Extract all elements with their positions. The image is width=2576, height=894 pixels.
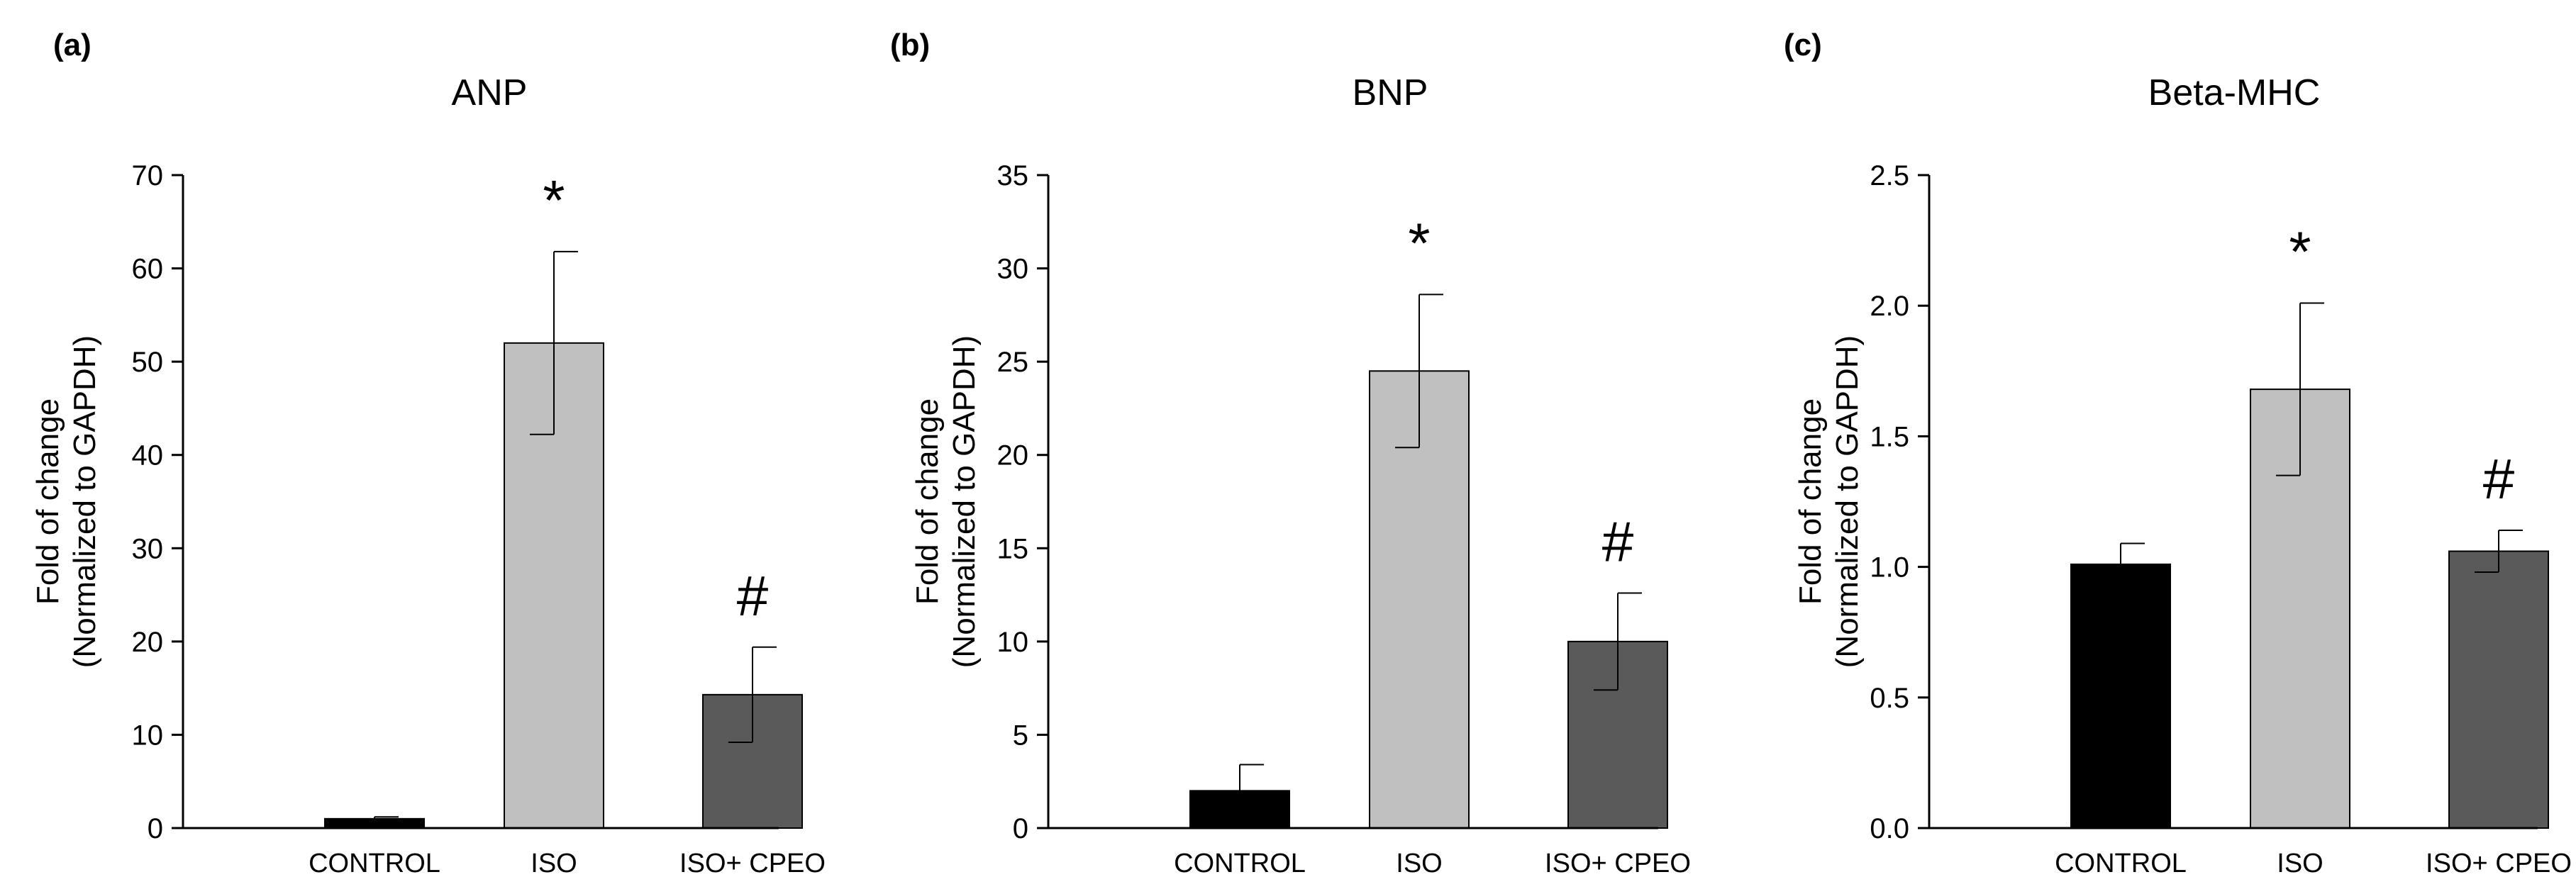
y-tick-label: 0 — [1013, 813, 1028, 844]
significance-marker-3: # — [1602, 510, 1634, 573]
category-label-2: ISO — [1396, 849, 1442, 878]
y-axis-label-line-2: (Normalized to GAPDH) — [1830, 335, 1865, 668]
y-axis-label: Fold of change(Normalized to GAPDH) — [30, 335, 102, 668]
category-label-1: CONTROL — [1174, 849, 1306, 878]
significance-marker-3: # — [737, 564, 769, 627]
y-axis-label-line-2: (Normalized to GAPDH) — [67, 335, 102, 668]
category-label-3: ISO+ CPEO — [1545, 849, 1691, 878]
significance-marker-3: # — [2483, 447, 2515, 510]
category-label-2: ISO — [531, 849, 577, 878]
y-tick-label: 2.0 — [1870, 291, 1909, 322]
bar-1 — [2070, 563, 2171, 829]
y-tick-label: 1.5 — [1870, 421, 1909, 452]
significance-marker-2: * — [543, 169, 565, 232]
y-tick-label: 35 — [997, 160, 1029, 191]
category-label-1: CONTROL — [309, 849, 440, 878]
y-axis-label: Fold of change(Normalized to GAPDH) — [910, 335, 982, 668]
y-tick-label: 0.5 — [1870, 683, 1909, 714]
y-tick-label: 0.0 — [1870, 813, 1909, 844]
y-axis-label-line-1: Fold of change — [910, 398, 945, 605]
y-axis-label-line-2: (Normalized to GAPDH) — [947, 335, 982, 668]
y-axis-label: Fold of change(Normalized to GAPDH) — [1793, 335, 1865, 668]
y-tick-label: 10 — [132, 720, 164, 751]
y-tick-label: 60 — [132, 254, 164, 285]
significance-marker-2: * — [1408, 211, 1430, 274]
panel-letter: (a) — [53, 28, 91, 62]
y-tick-label: 30 — [132, 533, 164, 564]
y-tick-label: 30 — [997, 254, 1029, 285]
y-axis-label-line-1: Fold of change — [30, 398, 65, 605]
panel-letter: (b) — [890, 28, 930, 62]
y-tick-label: 20 — [132, 627, 164, 658]
chart-title: Beta-MHC — [2148, 72, 2321, 113]
chart-panel-3: (c) Beta-MHC Fold of change(Normalized to … — [1784, 28, 2572, 878]
y-tick-label: 25 — [997, 347, 1029, 378]
y-tick-label: 50 — [132, 347, 164, 378]
panel-letter: (c) — [1784, 28, 1822, 62]
y-tick-label: 20 — [997, 440, 1029, 471]
bar-3 — [2448, 550, 2549, 829]
y-tick-label: 40 — [132, 440, 164, 471]
chart-panel-1: (a) ANP Fold of change(Normalized to GAPDH… — [30, 28, 826, 878]
y-tick-label: 1.0 — [1870, 552, 1909, 583]
category-label-3: ISO+ CPEO — [2426, 849, 2572, 878]
y-tick-label: 5 — [1013, 720, 1028, 751]
category-label-2: ISO — [2277, 849, 2323, 878]
y-tick-label: 70 — [132, 160, 164, 191]
y-tick-label: 15 — [997, 533, 1029, 564]
y-tick-label: 0 — [148, 813, 163, 844]
y-axis-label-line-1: Fold of change — [1793, 398, 1828, 605]
chart-panel-2: (b) BNP Fold of change(Normalized to GAPDH… — [890, 28, 1691, 878]
significance-marker-2: * — [2289, 220, 2311, 284]
y-tick-label: 10 — [997, 627, 1029, 658]
chart-title: BNP — [1353, 72, 1428, 113]
chart-title: ANP — [452, 72, 528, 113]
category-label-3: ISO+ CPEO — [679, 849, 826, 878]
y-tick-label: 2.5 — [1870, 160, 1909, 191]
category-label-1: CONTROL — [2055, 849, 2187, 878]
